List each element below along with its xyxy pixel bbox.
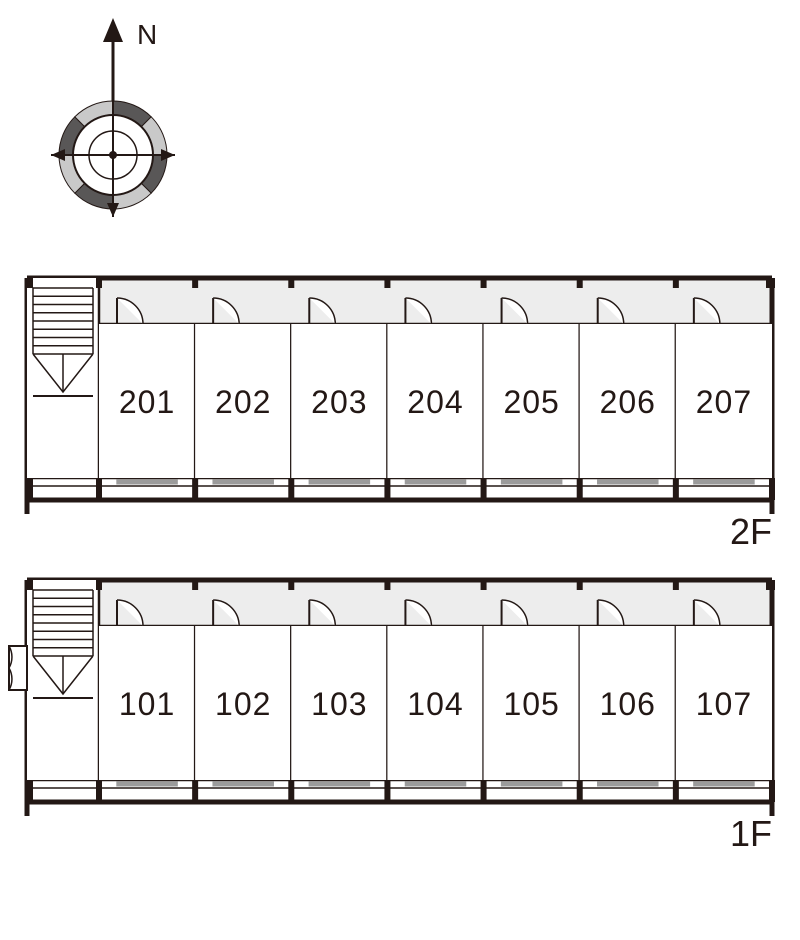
floor-label: 1F [730, 813, 772, 854]
floor-label: 2F [730, 511, 772, 552]
room-label: 104 [407, 686, 463, 722]
floor-2F: 201 202 203 204 205 206 207 2F [27, 278, 775, 552]
floor-1F: 101 102 103 104 105 106 107 1F [9, 580, 775, 854]
room-label: 106 [600, 686, 656, 722]
room-label: 201 [119, 384, 175, 420]
room-label: 207 [696, 384, 752, 420]
room-label: 101 [119, 686, 175, 722]
room-label: 205 [503, 384, 559, 420]
compass-north-label: N [137, 19, 157, 50]
room-label: 203 [311, 384, 367, 420]
room-label: 107 [696, 686, 752, 722]
room-label: 206 [600, 384, 656, 420]
room-label: 103 [311, 686, 367, 722]
room-label: 102 [215, 686, 271, 722]
room-label: 204 [407, 384, 463, 420]
room-label: 105 [503, 686, 559, 722]
compass: N [51, 18, 175, 217]
room-label: 202 [215, 384, 271, 420]
